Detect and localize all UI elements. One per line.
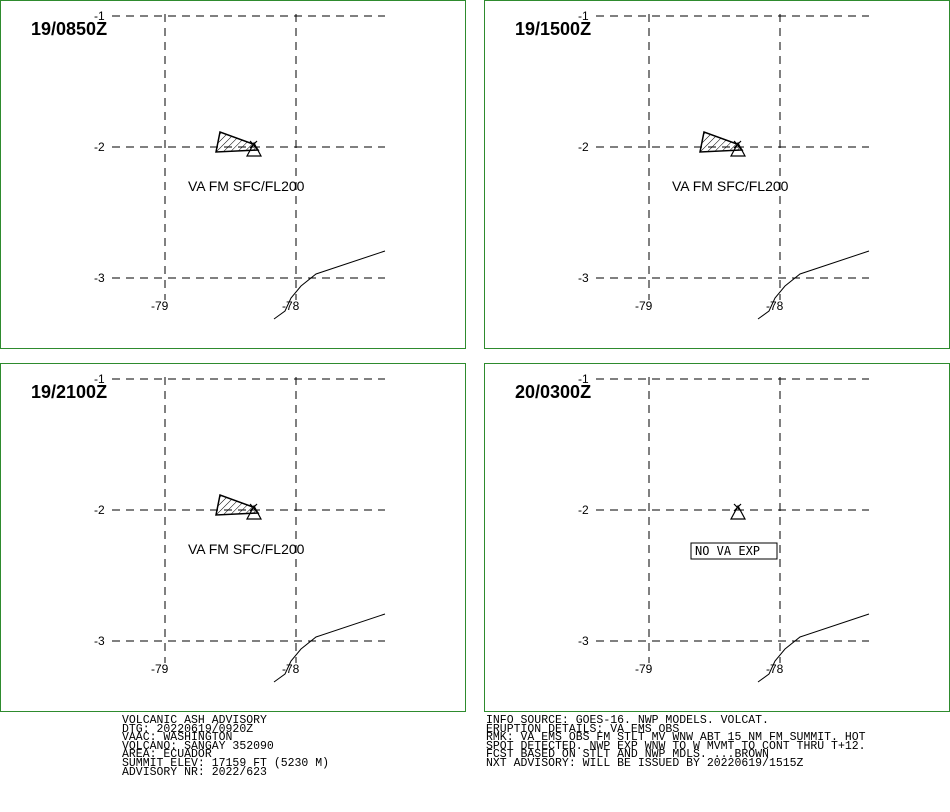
latitude-tick-label: -3	[94, 271, 105, 285]
panel-frame	[484, 363, 950, 712]
valid-time-label: 19/0850Z	[31, 19, 107, 39]
advisory-line: SPOT DETECTED. NWP EXP WNW TO W MVMT TO …	[486, 739, 866, 753]
coastline	[273, 250, 386, 320]
advisory-line: SUMMIT ELEV: 17159 FT (5230 M)	[122, 756, 330, 770]
advisory-line: ERUPTION DETAILS: VA EMS OBS	[486, 722, 680, 736]
coastline	[273, 613, 386, 683]
panel-frame	[0, 0, 466, 349]
advisory-line: INFO SOURCE: GOES-16. NWP MODELS. VOLCAT…	[486, 714, 769, 727]
valid-time-label: 19/1500Z	[515, 19, 591, 39]
coastline	[757, 250, 870, 320]
latitude-tick-label: -2	[94, 503, 105, 517]
ash-cloud-polygon	[699, 130, 744, 153]
latitude-tick-label: -1	[578, 9, 589, 23]
latitude-tick-label: -2	[94, 140, 105, 154]
latitude-tick-label: -1	[94, 9, 105, 23]
ash-cloud-polygon	[215, 493, 260, 516]
longitude-tick-label: -79	[151, 299, 169, 313]
advisory-text-left: VOLCANIC ASH ADVISORY DTG: 20220619/0920Z…	[122, 714, 330, 779]
longitude-tick-label: -79	[635, 662, 653, 676]
map-panel: -1 -2 -3 -79 -78 19/1500Z VA FM SFC/FL200	[484, 0, 950, 349]
longitude-tick-label: -78	[766, 299, 784, 313]
valid-time-label: 19/2100Z	[31, 382, 107, 402]
map-panel: -1 -2 -3 -79 -78 19/2100Z VA FM SFC/FL200	[0, 363, 466, 712]
latitude-tick-label: -2	[578, 140, 589, 154]
coastline	[757, 613, 870, 683]
map-panel: -1 -2 -3 -79 -78 20/0300Z NO VA EXP	[484, 363, 950, 712]
advisory-line: NXT ADVISORY: WILL BE ISSUED BY 20220619…	[486, 756, 804, 770]
ash-cloud-polygon	[215, 130, 260, 153]
map-panel: -1 -2 -3 -79 -78 19/0850Z VA FM SFC/FL200	[0, 0, 466, 349]
valid-time-label: 20/0300Z	[515, 382, 591, 402]
latitude-tick-label: -2	[578, 503, 589, 517]
volcano-triangle-icon	[729, 503, 747, 520]
longitude-tick-label: -79	[151, 662, 169, 676]
panel-frame	[0, 363, 466, 712]
advisory-line: VAAC: WASHINGTON	[122, 731, 233, 745]
advisory-line: ADVISORY NR: 2022/623	[122, 765, 267, 779]
ash-layer-label: VA FM SFC/FL200	[672, 178, 789, 194]
longitude-tick-label: -79	[635, 299, 653, 313]
advisory-line: DTG: 20220619/0920Z	[122, 722, 254, 736]
advisory-line: FCST BASED ON STLT AND NWP MDLS. ...BROW…	[486, 748, 769, 762]
ash-layer-label: VA FM SFC/FL200	[188, 178, 305, 194]
advisory-line: VOLCANO: SANGAY 352090	[122, 739, 274, 753]
advisory-line: AREA: ECUADOR	[122, 748, 212, 762]
latitude-tick-label: -3	[578, 634, 589, 648]
longitude-tick-label: -78	[282, 299, 300, 313]
advisory-line: RMK: VA EMS OBS FM STLT MV WNW ABT 15 NM…	[486, 731, 866, 745]
latitude-tick-label: -3	[94, 634, 105, 648]
longitude-tick-label: -78	[766, 662, 784, 676]
latitude-tick-label: -3	[578, 271, 589, 285]
panel-frame	[484, 0, 950, 349]
advisory-line: VOLCANIC ASH ADVISORY	[122, 714, 267, 727]
no-va-box	[690, 542, 778, 560]
latitude-tick-label: -1	[94, 372, 105, 386]
no-va-label: NO VA EXP	[695, 544, 760, 558]
advisory-text-right: INFO SOURCE: GOES-16. NWP MODELS. VOLCAT…	[486, 714, 866, 770]
latitude-tick-label: -1	[578, 372, 589, 386]
longitude-tick-label: -78	[282, 662, 300, 676]
ash-layer-label: VA FM SFC/FL200	[188, 541, 305, 557]
